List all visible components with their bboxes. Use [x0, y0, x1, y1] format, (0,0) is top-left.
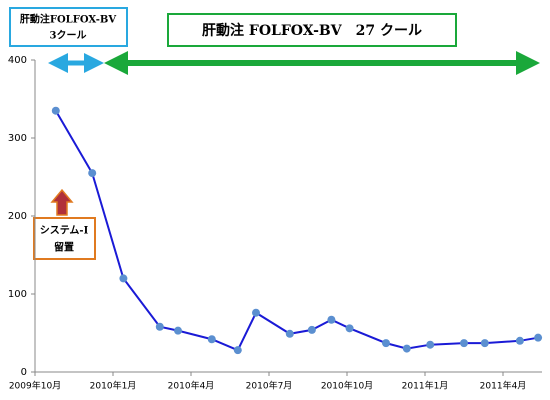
y-tick-label: 300 [8, 133, 27, 144]
point [233, 346, 242, 355]
point [174, 326, 182, 335]
annotation: 肝動注 FOLFOX-BV 27 クール [202, 22, 422, 39]
annotation: 肝動注FOLFOX-BV [20, 13, 116, 26]
point [285, 329, 294, 338]
x-tick-label: 2010年1月 [90, 380, 137, 392]
point [207, 335, 216, 344]
x-tick-label: 2011年1月 [402, 380, 449, 392]
point [480, 339, 489, 348]
point [327, 315, 336, 324]
point [534, 333, 543, 342]
annotation: 3クール [50, 30, 87, 42]
y-tick-label: 400 [8, 55, 27, 66]
x-tick-label: 2010年4月 [168, 380, 215, 392]
point [426, 340, 435, 349]
point [51, 106, 60, 115]
point [515, 336, 524, 345]
point [460, 339, 468, 348]
annotation-box [167, 13, 457, 47]
x-tick-label: 2009年10月 [9, 380, 61, 392]
x-tick-label: 2010年10月 [321, 380, 373, 392]
y-tick-label: 100 [8, 289, 27, 300]
point [307, 325, 316, 334]
x-tick-label: 2010年7月 [246, 380, 293, 392]
event-arrow [50, 188, 74, 216]
point [88, 169, 97, 178]
annotation: システム-I [40, 225, 89, 237]
x-tick-label: 2011年4月 [480, 380, 527, 392]
point [345, 324, 354, 333]
point [252, 308, 260, 317]
annotation-box [33, 217, 96, 260]
point [382, 339, 390, 348]
line [54, 110, 539, 352]
annotation-box [9, 7, 128, 47]
point [155, 322, 164, 331]
point [402, 344, 411, 353]
point [119, 274, 128, 283]
y-tick-label: 0 [21, 367, 27, 378]
y-tick-label: 200 [8, 211, 27, 222]
annotation: 留置 [54, 241, 74, 254]
